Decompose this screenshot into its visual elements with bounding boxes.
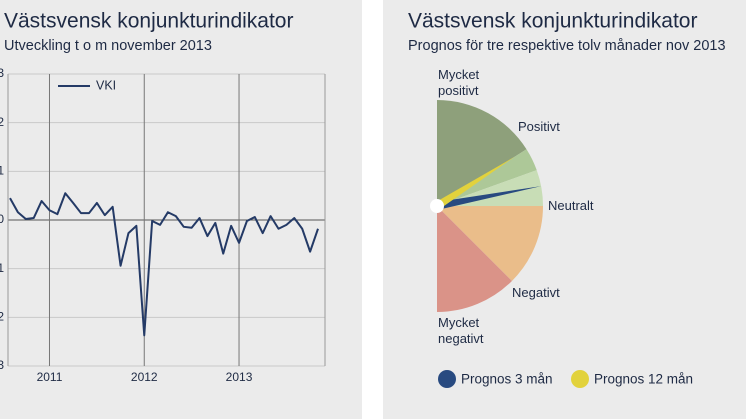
chart-subtitle: Utveckling t o m november 2013 [4,38,212,54]
needle [436,186,542,210]
y-tick-label: -2 [0,310,4,324]
slice-label: Mycket positivt [438,67,480,98]
legend-swatch [438,370,456,388]
needle [434,156,515,210]
pie-slice [437,206,543,281]
y-tick-label: -3 [0,358,4,372]
y-tick-label: 3 [0,66,4,80]
y-tick-label: 1 [0,164,4,178]
legend-label: Prognos 12 mån [594,372,693,387]
slice-label: Mycket negativt [438,315,484,346]
left-panel [0,0,362,419]
pie-slice [437,100,527,206]
x-tick-label: 2012 [131,370,158,384]
hub [430,199,444,213]
legend-swatch [571,370,589,388]
x-tick-label: 2013 [226,370,253,384]
slice-label: Negativt [512,285,560,300]
chart-title: Västsvensk konjunkturindikator [4,10,293,33]
y-tick-label: 0 [0,212,4,226]
plot: -3 -2 -1 0 1 2 3 2011 2012 2013 VKI [0,66,326,384]
y-tick-label: 2 [0,115,4,129]
chart-subtitle: Prognos för tre respektive tolv månader … [408,38,726,54]
line [9,192,319,337]
chart-title: Västsvensk konjunkturindikator [408,10,697,33]
legend-label: Prognos 3 mån [461,372,553,387]
pie-slice [437,170,543,206]
x-tick-label: 2011 [37,370,63,384]
legend-label: VKI [96,78,116,92]
y-tick-label: -1 [0,261,4,275]
pie-slice [437,206,512,312]
slice-label: Neutralt [548,198,594,213]
slice-label: Positivt [518,119,560,134]
